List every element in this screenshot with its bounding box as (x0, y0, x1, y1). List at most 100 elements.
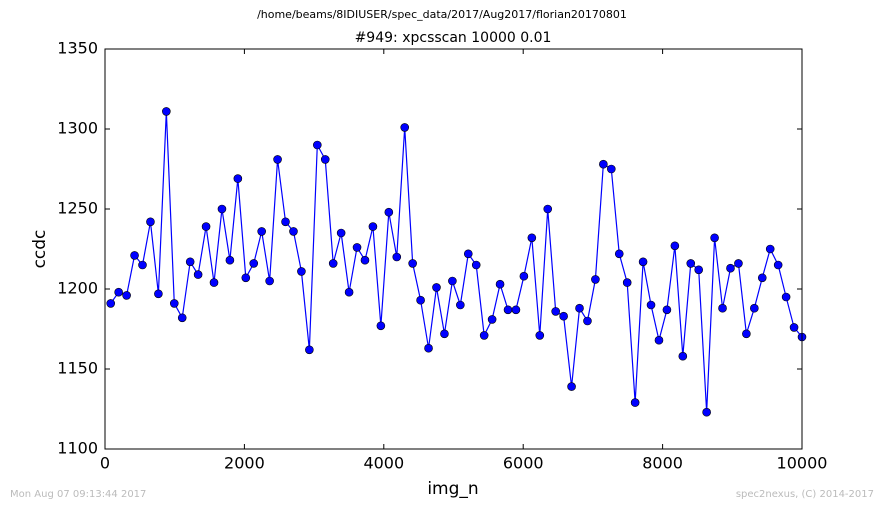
data-point (575, 303, 584, 313)
data-point (305, 345, 314, 355)
data-point (742, 329, 751, 339)
data-point (257, 227, 266, 236)
data-point (225, 255, 235, 265)
data-point (169, 299, 179, 308)
data-point (114, 287, 123, 297)
data-point (773, 260, 783, 270)
data-point (162, 107, 171, 116)
y-tick-label: 1100 (57, 439, 98, 458)
chart-title: #949: xpcsscan 10000 0.01 (355, 30, 552, 46)
data-point (424, 343, 433, 353)
data-point (122, 291, 131, 300)
x-tick-label: 8000 (642, 454, 683, 473)
data-point (527, 233, 537, 243)
data-point (678, 351, 688, 361)
data-point (543, 204, 553, 214)
data-point (630, 398, 640, 407)
x-tick-label: 4000 (363, 454, 404, 473)
data-point (320, 155, 330, 164)
data-point (456, 300, 465, 310)
x-tick-label: 0 (100, 454, 110, 473)
data-point (432, 283, 441, 292)
data-point (177, 313, 187, 323)
data-point (487, 315, 497, 324)
data-point (765, 244, 775, 254)
data-point (471, 260, 481, 270)
data-point (241, 273, 251, 283)
data-point (233, 174, 243, 183)
data-point (352, 243, 362, 252)
data-point (297, 267, 306, 276)
data-point (694, 265, 704, 275)
data-point (400, 123, 410, 132)
data-point (614, 249, 624, 259)
data-point (360, 255, 370, 265)
data-point (249, 259, 259, 268)
data-point (138, 260, 147, 270)
data-point (718, 303, 727, 313)
data-point (734, 259, 743, 268)
data-point (495, 279, 505, 289)
suptitle: /home/beams/8IDIUSER/spec_data/2017/Aug2… (257, 8, 627, 21)
data-point (622, 278, 632, 287)
series-line (110, 111, 803, 413)
data-point (750, 303, 759, 313)
data-point (607, 164, 616, 174)
data-point (710, 233, 719, 243)
x-tick-label: 10000 (777, 454, 828, 473)
data-point (479, 331, 489, 340)
data-point (336, 228, 346, 238)
data-point (662, 305, 672, 315)
y-axis-label: ccdc (30, 230, 50, 269)
data-point (193, 270, 203, 279)
data-point (154, 289, 163, 299)
data-point (789, 323, 799, 332)
y-tick-label: 1300 (57, 119, 98, 138)
y-tick-label: 1350 (57, 39, 98, 58)
data-point (567, 382, 576, 391)
data-point (408, 259, 417, 268)
data-point (440, 329, 449, 339)
data-point (209, 278, 219, 287)
data-point (368, 222, 378, 231)
data-point (313, 140, 322, 150)
data-point (328, 259, 338, 268)
data-point (106, 299, 116, 308)
data-point (130, 251, 139, 260)
data-point (781, 292, 791, 302)
data-point (503, 305, 513, 315)
data-point (583, 316, 592, 326)
plot-frame (104, 48, 803, 450)
data-point (638, 257, 648, 267)
data-point (376, 321, 386, 331)
data-point (646, 300, 656, 310)
data-point (344, 287, 354, 297)
data-point (599, 159, 608, 169)
data-point (289, 227, 298, 236)
data-point (551, 307, 560, 316)
data-point (591, 275, 600, 284)
data-point (559, 311, 568, 321)
y-tick-label: 1200 (57, 279, 98, 298)
x-axis-label: img_n (427, 479, 478, 499)
data-point (726, 263, 735, 273)
data-point (535, 331, 545, 340)
data-point (281, 217, 290, 227)
data-point (273, 155, 282, 164)
y-tick-label: 1150 (57, 359, 98, 378)
footer-right: spec2nexus, (C) 2014-2017 (736, 489, 874, 500)
data-point (265, 276, 274, 286)
data-point (217, 204, 227, 214)
data-point (511, 305, 521, 315)
data-point (146, 217, 155, 227)
data-point (416, 295, 425, 305)
y-tick-label: 1250 (57, 199, 98, 218)
data-point (384, 207, 394, 217)
data-point (519, 271, 529, 281)
x-tick-label: 2000 (224, 454, 265, 473)
data-point (670, 241, 680, 251)
data-point (201, 222, 211, 231)
data-point (702, 407, 711, 417)
